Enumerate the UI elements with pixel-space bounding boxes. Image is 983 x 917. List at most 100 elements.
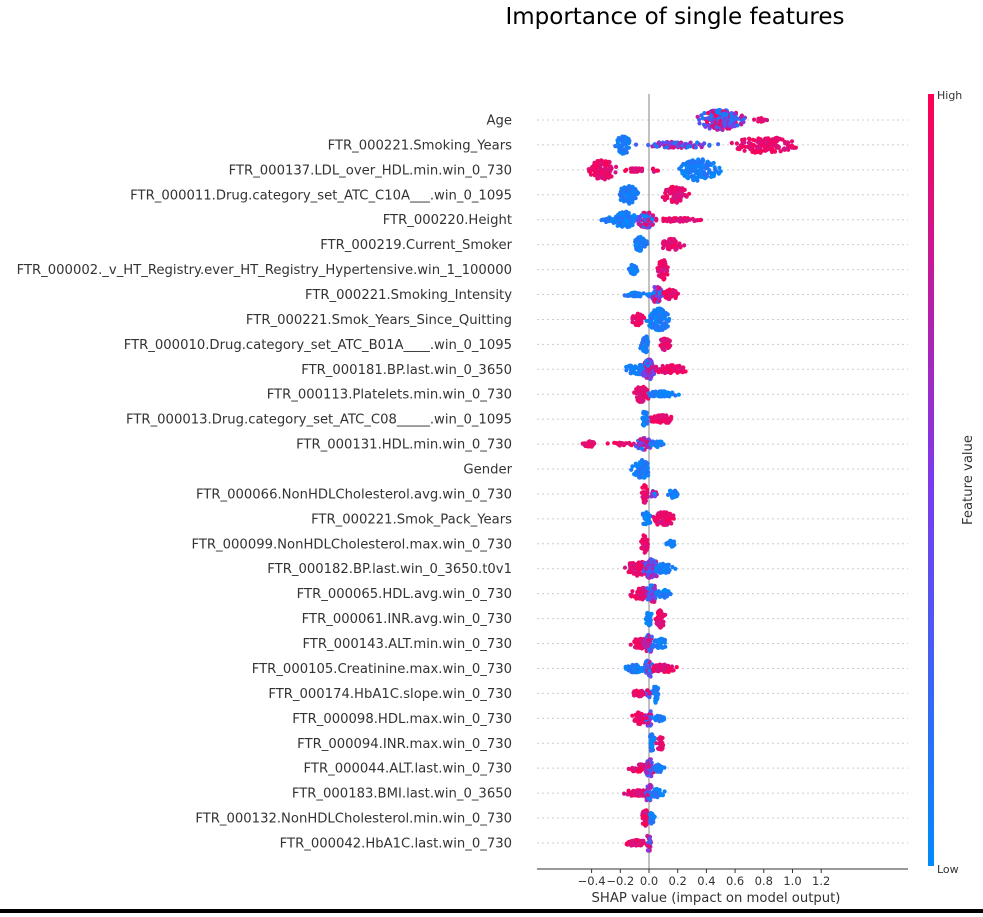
feature-swarm [639,533,677,555]
shap-point [641,370,646,375]
shap-point [727,121,732,126]
shap-point [637,214,643,220]
shap-point [677,141,683,146]
shap-point [747,136,752,141]
shap-point [656,520,661,525]
shap-point [642,462,647,467]
shap-point [666,187,671,192]
shap-point [707,161,713,166]
shap-point [665,195,670,201]
shap-point [655,696,660,701]
shap-point [671,513,676,518]
shap-point [650,217,655,222]
shap-point [647,839,653,844]
feature-label: Gender [463,463,512,478]
shap-point [654,590,659,595]
shap-point [636,221,642,227]
shap-point [629,291,634,296]
shap-point [764,136,769,141]
shap-point [705,164,710,169]
shap-point [662,662,667,667]
shap-point [783,141,788,146]
shap-point [629,792,634,797]
shap-point [640,511,646,516]
shap-point [660,141,665,146]
shap-point [602,159,608,164]
shap-point [661,588,667,593]
shap-point [649,634,654,639]
shap-point [663,190,668,196]
shap-point [714,169,719,174]
shap-point [718,118,723,123]
shap-point [699,174,704,180]
shap-point [665,592,670,598]
shap-point [658,645,664,650]
shap-point [720,126,725,131]
shap-point [653,765,658,770]
feature-label: FTR_000174.HbA1C.slope.win_0_730 [268,687,512,702]
x-tick-label: 1.2 [812,874,830,888]
shap-point [740,141,745,146]
feature-swarm [599,209,704,230]
shap-point [612,440,617,445]
shap-point [636,643,641,648]
x-tick-label: 0.4 [697,874,715,888]
shap-point [624,147,629,152]
colorbar: High Low Feature value [928,89,976,876]
shap-point [643,534,648,539]
shap-point [700,116,705,121]
shap-point [643,415,648,420]
shap-point [643,338,648,343]
colorbar-title: Feature value [961,435,976,525]
shap-point [601,167,606,172]
shap-point [658,619,663,624]
shap-point [613,144,618,149]
shap-point [648,674,653,679]
shap-point [657,260,662,265]
shap-point [610,218,616,223]
shap-point [639,446,644,451]
shap-point [634,667,640,672]
shap-point [735,116,741,121]
shap-point [732,116,737,121]
shap-point [725,116,730,121]
shap-point [674,494,679,499]
shap-point [587,169,593,174]
shap-point [684,163,689,168]
feature-swarm [629,458,651,480]
shap-point [732,124,737,129]
shap-point [645,439,650,444]
shap-point [659,610,664,615]
shap-point [660,245,666,251]
shap-point [649,365,654,370]
shap-point [752,117,757,122]
shap-point [645,664,650,669]
feature-label: FTR_000132.NonHDLCholesterol.min.win_0_7… [195,812,512,827]
shap-point [721,111,727,116]
shap-point [710,123,716,128]
shap-point [793,145,799,150]
shap-point [673,490,678,495]
shap-point [785,145,790,150]
shap-point [648,734,653,739]
shap-point [631,214,636,219]
x-tick-label: 0.8 [755,874,773,888]
shap-point [670,668,675,673]
shap-point [645,610,650,616]
shap-point [707,142,712,147]
shap-point [621,441,626,446]
shap-point [715,110,720,115]
shap-point [700,142,705,147]
shap-point [641,814,647,819]
shap-point [608,167,613,172]
shap-point [639,838,644,844]
x-tick-label: 0.0 [640,874,658,888]
shap-point [649,647,654,652]
shap-point [626,766,631,772]
feature-swarm [632,384,681,404]
shap-point [666,390,671,395]
shap-point [648,324,653,329]
shap-point [678,216,683,221]
shap-point [641,569,646,574]
feature-label: FTR_000044.ALT.last.win_0_730 [304,762,512,777]
